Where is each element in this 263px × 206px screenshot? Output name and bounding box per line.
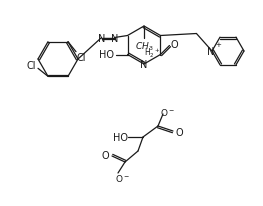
Text: N: N (111, 34, 118, 44)
Text: Cl: Cl (76, 52, 86, 62)
Text: +: + (215, 42, 221, 48)
Text: N: N (98, 34, 105, 44)
Text: HO: HO (113, 132, 128, 142)
Text: H$_2$$^+$: H$_2$$^+$ (144, 46, 160, 59)
Text: $\it{CH_3}$: $\it{CH_3}$ (135, 41, 153, 53)
Text: Cl: Cl (26, 61, 36, 71)
Text: O$^-$: O$^-$ (160, 107, 175, 118)
Text: N: N (207, 47, 215, 57)
Text: O: O (175, 127, 183, 137)
Text: O: O (171, 39, 178, 49)
Text: O$^-$: O$^-$ (115, 173, 130, 184)
Text: HO: HO (99, 50, 114, 60)
Text: O: O (101, 150, 109, 160)
Text: N: N (140, 60, 148, 70)
